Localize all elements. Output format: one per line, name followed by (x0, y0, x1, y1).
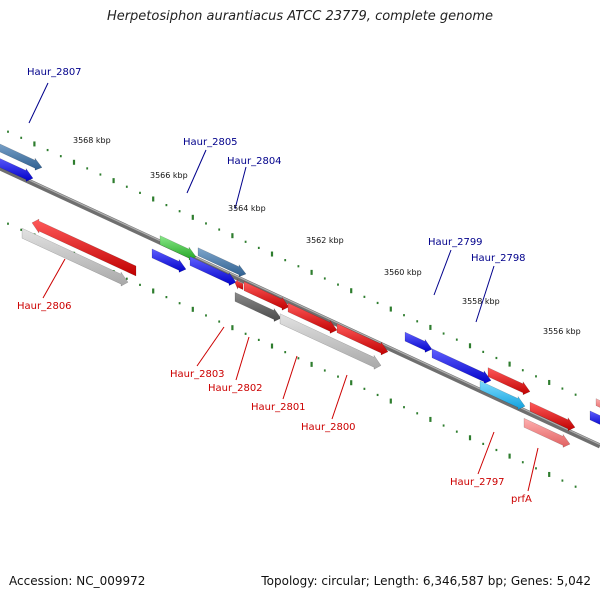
gene-leader-line (527, 447, 539, 492)
gene-label: Haur_2802 (208, 383, 263, 394)
kbp-tick-label: 3560 kbp (384, 268, 422, 277)
gene-label: Haur_2806 (17, 301, 72, 312)
gene-leader-line (186, 149, 207, 194)
gene-arrow (21, 227, 129, 287)
gene-label: Haur_2804 (227, 156, 282, 167)
gene-label: Haur_2800 (301, 422, 356, 433)
gene-arrow (287, 302, 338, 334)
gene-leader-line (196, 326, 225, 367)
gene-arrow (197, 247, 247, 278)
gene-arrow (189, 256, 237, 286)
gene-arrow (151, 248, 187, 273)
gene-arrow (279, 313, 382, 370)
gene-arrow (336, 323, 389, 356)
gene-arrow (404, 331, 433, 353)
gene-label: Haur_2807 (27, 67, 82, 78)
gene-leader-line (42, 258, 66, 299)
gene-arrow (479, 380, 526, 410)
gene-arrow (234, 292, 282, 322)
kbp-tick-label: 3568 kbp (73, 136, 111, 145)
gene-leader-line (234, 166, 247, 210)
accession-text: Accession: NC_009972 (9, 574, 146, 588)
gene-label: Haur_2797 (450, 477, 505, 488)
gene-arrow (431, 348, 492, 385)
gene-leader-line (477, 431, 495, 475)
gene-label: Haur_2799 (428, 237, 483, 248)
kbp-tick-label: 3562 kbp (306, 236, 344, 245)
gene-arrow (31, 218, 137, 277)
gene-label: prfA (511, 494, 532, 505)
gene-arrow (589, 410, 600, 425)
gene-arrow (487, 367, 531, 396)
gene-arrow (529, 401, 576, 432)
gene-leader-line (282, 355, 298, 400)
gene-leader-line (475, 265, 495, 323)
gene-arrow (243, 281, 290, 311)
backbone-line (0, 165, 600, 449)
gene-arrow (234, 278, 244, 290)
gene-arrow (595, 398, 600, 408)
kbp-tick-label: 3564 kbp (228, 204, 266, 213)
gene-leader-line (433, 249, 452, 296)
gene-arrow (0, 158, 34, 182)
topology-text: Topology: circular; Length: 6,346,587 bp… (261, 574, 591, 588)
gene-label: Haur_2798 (471, 253, 526, 264)
gene-label: Haur_2803 (170, 369, 225, 380)
gene-leader-line (28, 82, 49, 124)
gene-leader-line (235, 336, 250, 381)
map-title: Herpetosiphon aurantiacus ATCC 23779, co… (106, 9, 494, 24)
kbp-tick-label: 3566 kbp (150, 171, 188, 180)
gene-arrow (523, 417, 571, 448)
gene-label: Haur_2801 (251, 402, 306, 413)
gene-label: Haur_2805 (183, 137, 238, 148)
kbp-tick-label: 3556 kbp (543, 327, 581, 336)
gene-leader-line (331, 374, 348, 420)
kbp-tick-label: 3558 kbp (462, 297, 500, 306)
gene-arrow (0, 143, 43, 171)
